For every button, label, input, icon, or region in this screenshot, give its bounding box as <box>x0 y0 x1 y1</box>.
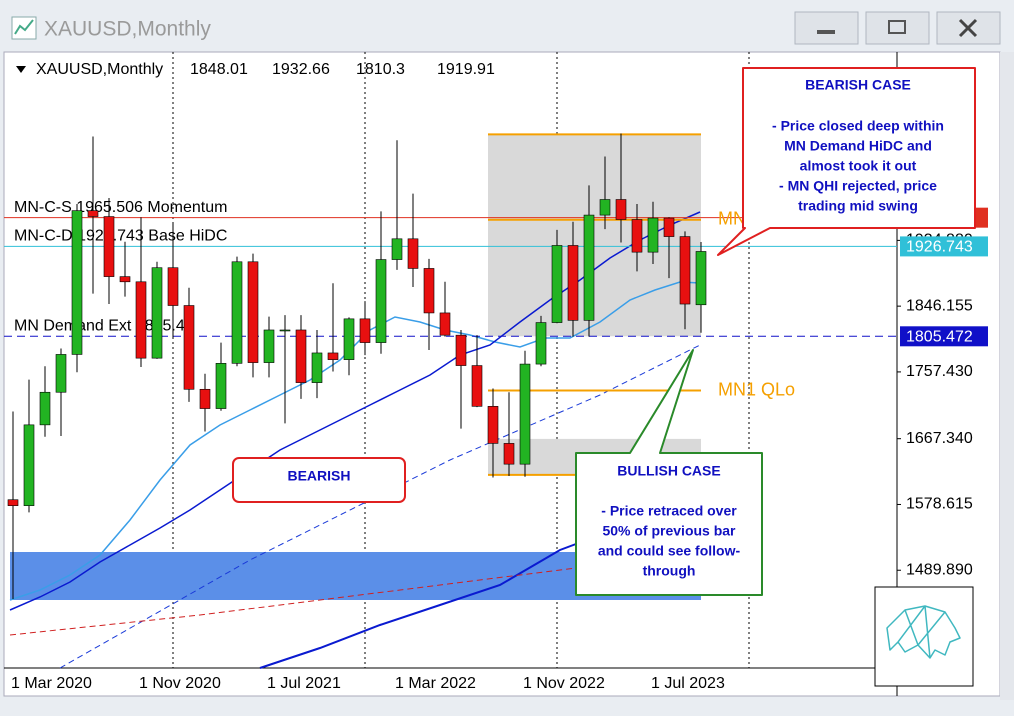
y-tick-label: 1667.340 <box>906 430 973 447</box>
candle-body <box>535 322 547 365</box>
y-tick-label: 1489.890 <box>906 561 973 578</box>
bearish-case-callout: BEARISH CASE - Price closed deep within M… <box>717 67 976 256</box>
candle-body <box>55 354 67 393</box>
x-tick-label: 1 Nov 2022 <box>523 675 605 692</box>
x-tick-label: 1 Jul 2021 <box>267 675 341 692</box>
candle-body <box>503 443 515 465</box>
candle-body <box>551 245 563 323</box>
candle-body <box>103 216 115 277</box>
callout-line: - Price closed deep within <box>772 118 944 134</box>
candle-body <box>263 329 275 363</box>
brand-logo <box>874 586 974 687</box>
candle-body <box>407 238 419 269</box>
chart-overlay: MN-C-S 1965.506 Momentum MN-C-D 1926.743 … <box>4 133 897 476</box>
ohlc-high: 1932.66 <box>272 61 330 78</box>
ohlc-close: 1919.91 <box>437 61 495 78</box>
level-price-label: 1805.472 <box>906 329 973 346</box>
callout-title: BEARISH CASE <box>805 77 911 93</box>
long-moving-average <box>259 534 601 669</box>
candle-body <box>599 199 611 216</box>
y-tick-label: 1578.615 <box>906 496 973 513</box>
candle-body <box>151 267 163 359</box>
chart-symbol: XAUUSD,Monthly <box>36 61 163 78</box>
window-icon <box>11 16 37 40</box>
base-trend-line <box>9 554 701 636</box>
candle-body <box>39 391 51 426</box>
callout-line: through <box>643 563 696 579</box>
level-price-badge <box>900 236 988 257</box>
candle-body <box>311 352 323 383</box>
candle-body <box>71 210 83 355</box>
bullish-case-callout: BULLISH CASE - Price retraced over 50% of… <box>575 349 763 596</box>
candle-body <box>23 424 35 506</box>
candle-body <box>295 329 307 383</box>
scrollbar[interactable] <box>1000 52 1014 700</box>
candle-body <box>135 281 147 359</box>
candle-body <box>391 238 403 260</box>
candle-body <box>647 217 659 253</box>
candle-body <box>439 312 451 336</box>
candle-body <box>487 406 499 444</box>
ohlc-low: 1810.3 <box>356 61 405 78</box>
y-tick-label: 1757.430 <box>906 363 973 380</box>
level-label: MN-C-S 1965.506 Momentum <box>14 199 227 216</box>
candle-body <box>631 219 643 253</box>
candle-body <box>119 276 131 283</box>
level-label: MN Demand Ext 1805.47 <box>14 318 194 335</box>
callout-line: - Price retraced over <box>601 503 737 519</box>
callout-line: MN Demand HiDC and <box>784 138 932 154</box>
callout-line: trading mid swing <box>798 198 918 214</box>
callout-title: BULLISH CASE <box>617 463 720 479</box>
zone-label: MN1 QLo <box>718 379 795 399</box>
candle-body <box>167 267 179 306</box>
candle-body <box>215 363 227 409</box>
callout-line: and could see follow- <box>598 543 741 559</box>
callout-line: - MN QHI rejected, price <box>779 178 937 194</box>
candle-body <box>615 199 627 220</box>
x-tick-label: 1 Mar 2022 <box>395 675 476 692</box>
candle-body <box>183 305 195 390</box>
candle-body <box>231 261 243 364</box>
x-tick-label: 1 Nov 2020 <box>139 675 221 692</box>
candle-body <box>519 363 531 465</box>
candle-body <box>455 334 467 366</box>
annotation-text: BEARISH <box>287 468 350 484</box>
ohlc-open: 1848.01 <box>190 61 248 78</box>
y-tick-label: 1846.155 <box>906 297 973 314</box>
level-label: MN-C-D 1926.743 Base HiDC <box>14 228 227 245</box>
callout-line: 50% of previous bar <box>602 523 736 539</box>
x-tick-label: 1 Mar 2020 <box>11 675 92 692</box>
window-title: XAUUSD,Monthly <box>44 18 211 41</box>
close-button[interactable] <box>936 11 1001 45</box>
candle-body <box>695 251 707 306</box>
minimize-button[interactable] <box>794 11 859 45</box>
maximize-button[interactable] <box>865 11 930 45</box>
candle-body <box>343 318 355 360</box>
candle-body <box>567 245 579 321</box>
candle-body <box>279 329 291 332</box>
candle-body <box>87 210 99 217</box>
candles <box>7 133 707 600</box>
candle-body <box>7 499 19 506</box>
candle-body <box>247 261 259 363</box>
level-price-badge <box>900 326 988 347</box>
bearish-label: BEARISH <box>232 457 406 503</box>
chart-header: XAUUSD,Monthly 1848.01 1932.66 1810.3 19… <box>16 61 495 78</box>
candle-body <box>423 268 435 314</box>
trend-line <box>59 344 701 669</box>
candle-body <box>375 259 387 343</box>
level-price-label: 1926.743 <box>906 239 973 256</box>
candle-body <box>471 365 483 407</box>
x-tick-label: 1 Jul 2023 <box>651 675 725 692</box>
candle-body <box>199 388 211 409</box>
candle-body <box>583 214 595 321</box>
candle-body <box>679 236 691 305</box>
candle-body <box>663 217 675 237</box>
candle-body <box>327 352 339 360</box>
callout-line: almost took it out <box>800 158 917 174</box>
candle-body <box>359 318 371 343</box>
